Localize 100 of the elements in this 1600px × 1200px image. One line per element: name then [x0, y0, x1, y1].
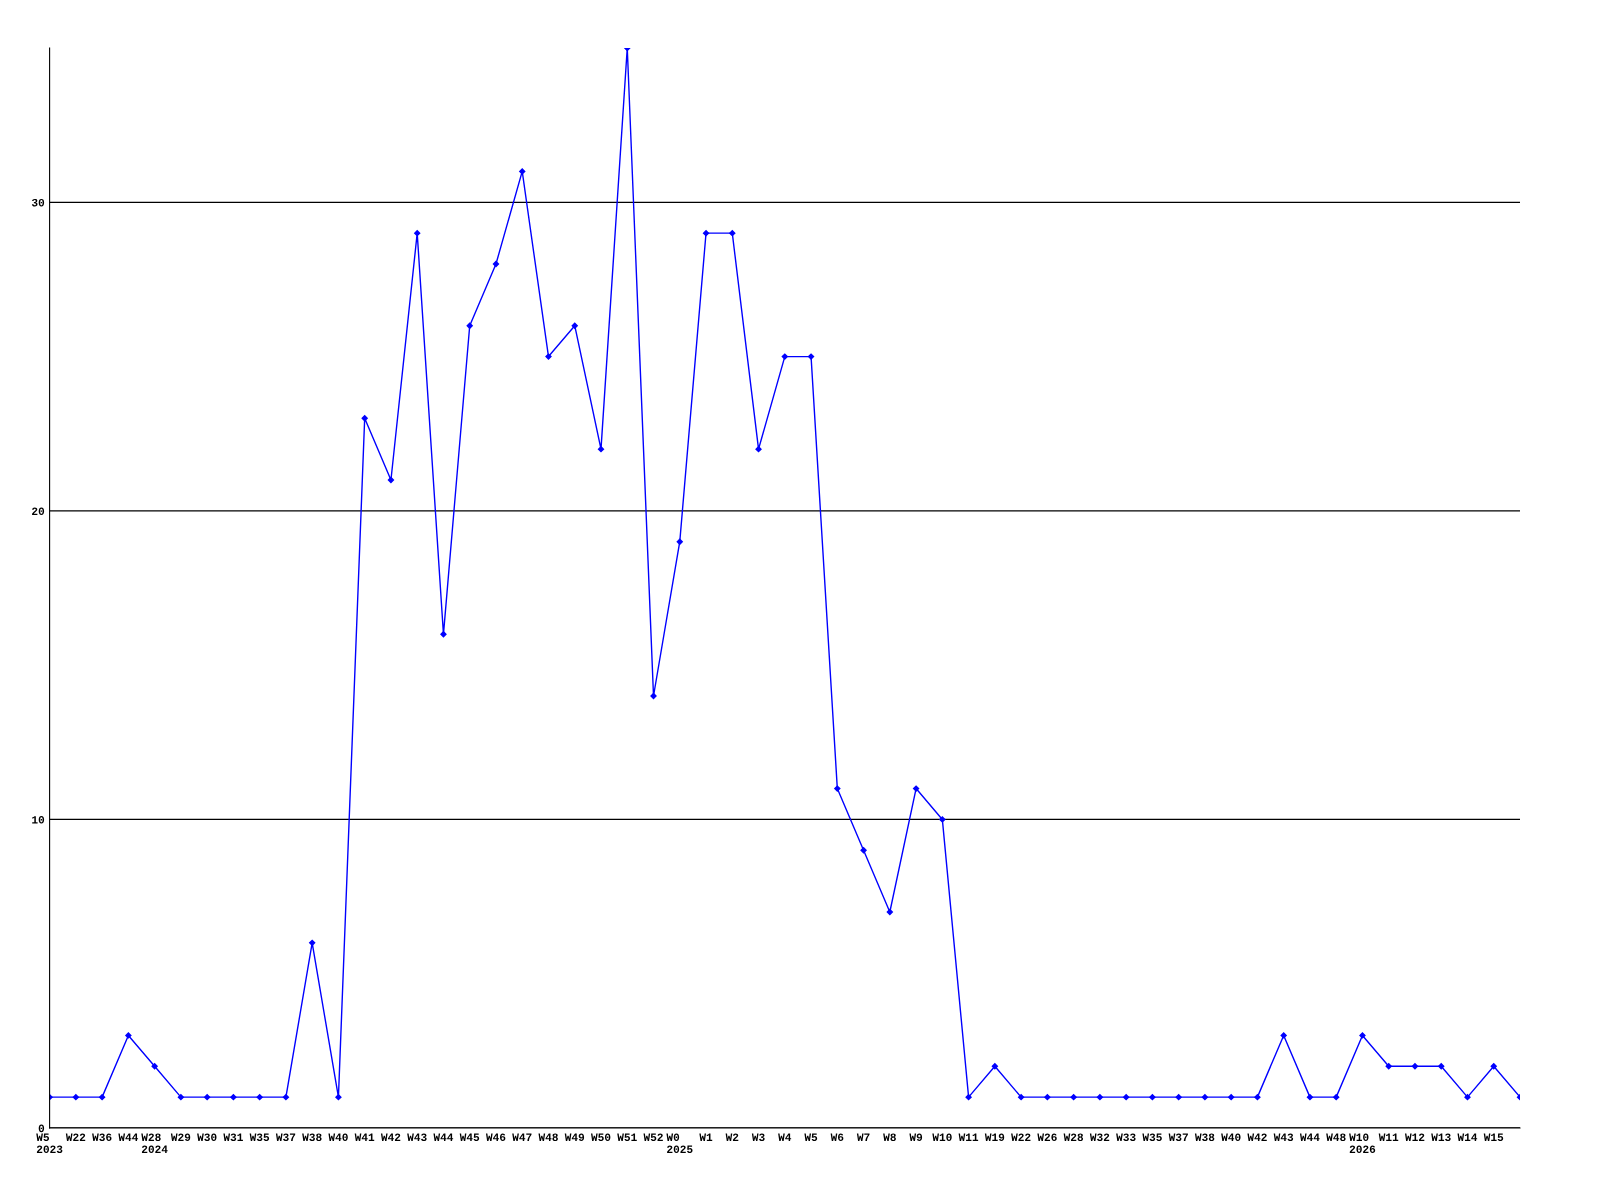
line-series: [49, 48, 1520, 1101]
x-tick-label: W10: [932, 1133, 952, 1142]
point: [203, 1093, 211, 1101]
x-tick-label: W12: [1404, 1133, 1425, 1141]
point: [807, 353, 815, 360]
point: [729, 229, 736, 237]
x-tick-label: W46: [485, 1133, 506, 1142]
point: [886, 908, 893, 916]
point: [545, 353, 552, 360]
point: [1228, 1093, 1235, 1101]
y-tick-label: 10: [32, 816, 45, 824]
point: [781, 353, 788, 360]
point: [72, 1093, 80, 1101]
point: [1359, 1032, 1366, 1039]
point: [1464, 1093, 1471, 1101]
point: [177, 1093, 185, 1101]
point: [755, 445, 762, 453]
x-tick-label: W43: [1273, 1133, 1294, 1142]
x-tick-label: W29: [170, 1133, 191, 1142]
point: [1306, 1093, 1314, 1101]
point: [1333, 1093, 1340, 1101]
x-tick-label: W14: [1457, 1133, 1478, 1141]
x-tick-label: W37: [1168, 1133, 1188, 1142]
point: [1149, 1093, 1156, 1101]
point: [492, 260, 500, 268]
x-tick-label: W11: [1378, 1133, 1399, 1141]
x-tick-label: W26: [1037, 1133, 1057, 1142]
x-tick-label: W1: [699, 1133, 713, 1141]
x-tick-label: W36: [92, 1133, 112, 1142]
x-tick-label: W28: [1063, 1133, 1084, 1142]
point: [519, 168, 526, 175]
x-tick-label: W11: [958, 1133, 979, 1141]
x-tick-label: W13: [1431, 1133, 1451, 1142]
x-tick-label: W5: [804, 1133, 818, 1142]
point: [1096, 1093, 1104, 1101]
point: [965, 1093, 972, 1101]
x-tick-label: W6: [830, 1133, 844, 1142]
point: [466, 322, 473, 329]
y-tick-label: 30: [31, 198, 45, 207]
x-tick-label: W31: [223, 1133, 243, 1142]
point: [335, 1093, 342, 1101]
point: [834, 785, 841, 792]
point: [1017, 1093, 1025, 1101]
x-tick-label: W22: [65, 1133, 86, 1141]
x-tick-label: W49: [564, 1133, 585, 1142]
point: [1385, 1063, 1392, 1070]
point: [939, 816, 946, 823]
point: [1122, 1093, 1130, 1101]
x-tick-label: W19: [984, 1133, 1005, 1142]
point: [1070, 1093, 1077, 1101]
point: [1201, 1093, 1209, 1101]
x-tick-label: W48: [538, 1133, 558, 1142]
x-tick-label: W35: [249, 1133, 270, 1142]
x-tick-label: W44: [118, 1133, 139, 1141]
x-tick-label: W28 2024: [141, 1133, 168, 1153]
x-tick-label: W41: [354, 1133, 375, 1141]
x-tick-label: W3: [751, 1133, 765, 1142]
point: [1254, 1093, 1261, 1101]
point: [1175, 1093, 1182, 1101]
point: [125, 1032, 132, 1039]
x-tick-label: W0 2025: [666, 1133, 693, 1153]
x-tick-label: W9: [909, 1133, 923, 1142]
point: [309, 939, 316, 947]
x-tick-label: W51: [617, 1133, 637, 1142]
point: [1044, 1093, 1051, 1101]
point: [676, 538, 683, 545]
x-tick-label: W8: [883, 1133, 896, 1142]
point: [1411, 1063, 1419, 1070]
point: [1280, 1032, 1287, 1039]
point: [98, 1093, 106, 1101]
point: [440, 631, 447, 638]
x-tick-label: W44: [433, 1133, 454, 1141]
x-tick-label: W45: [459, 1133, 480, 1142]
x-tick-label: W7: [856, 1133, 870, 1141]
point: [414, 229, 421, 237]
x-tick-label: W44: [1299, 1133, 1320, 1141]
x-tick-label: W50: [591, 1133, 611, 1142]
point: [702, 229, 710, 237]
x-tick-label: W30: [197, 1133, 217, 1142]
x-tick-label: W15: [1483, 1133, 1504, 1142]
x-tick-label: W40: [1221, 1133, 1241, 1142]
x-tick-label: W40: [328, 1133, 348, 1142]
x-tick-label: W32: [1089, 1133, 1110, 1142]
point: [230, 1093, 237, 1101]
x-tick-label: W47: [512, 1133, 532, 1141]
x-tick-label: W52: [643, 1133, 663, 1142]
point: [282, 1093, 290, 1101]
point: [597, 445, 605, 453]
point: [1438, 1063, 1445, 1070]
point: [256, 1093, 263, 1101]
x-tick-label: W38: [1194, 1133, 1215, 1142]
x-tick-label: W33: [1116, 1133, 1136, 1142]
y-tick-label: 20: [32, 507, 45, 515]
x-tick-label: W10 2026: [1349, 1133, 1376, 1153]
x-tick-label: W22: [1011, 1133, 1031, 1141]
point: [860, 847, 867, 854]
x-tick-label: W5 2023: [36, 1133, 63, 1154]
x-tick-label: W42: [380, 1133, 401, 1141]
x-tick-label: W38: [302, 1133, 322, 1142]
x-tick-label: W43: [407, 1133, 427, 1142]
